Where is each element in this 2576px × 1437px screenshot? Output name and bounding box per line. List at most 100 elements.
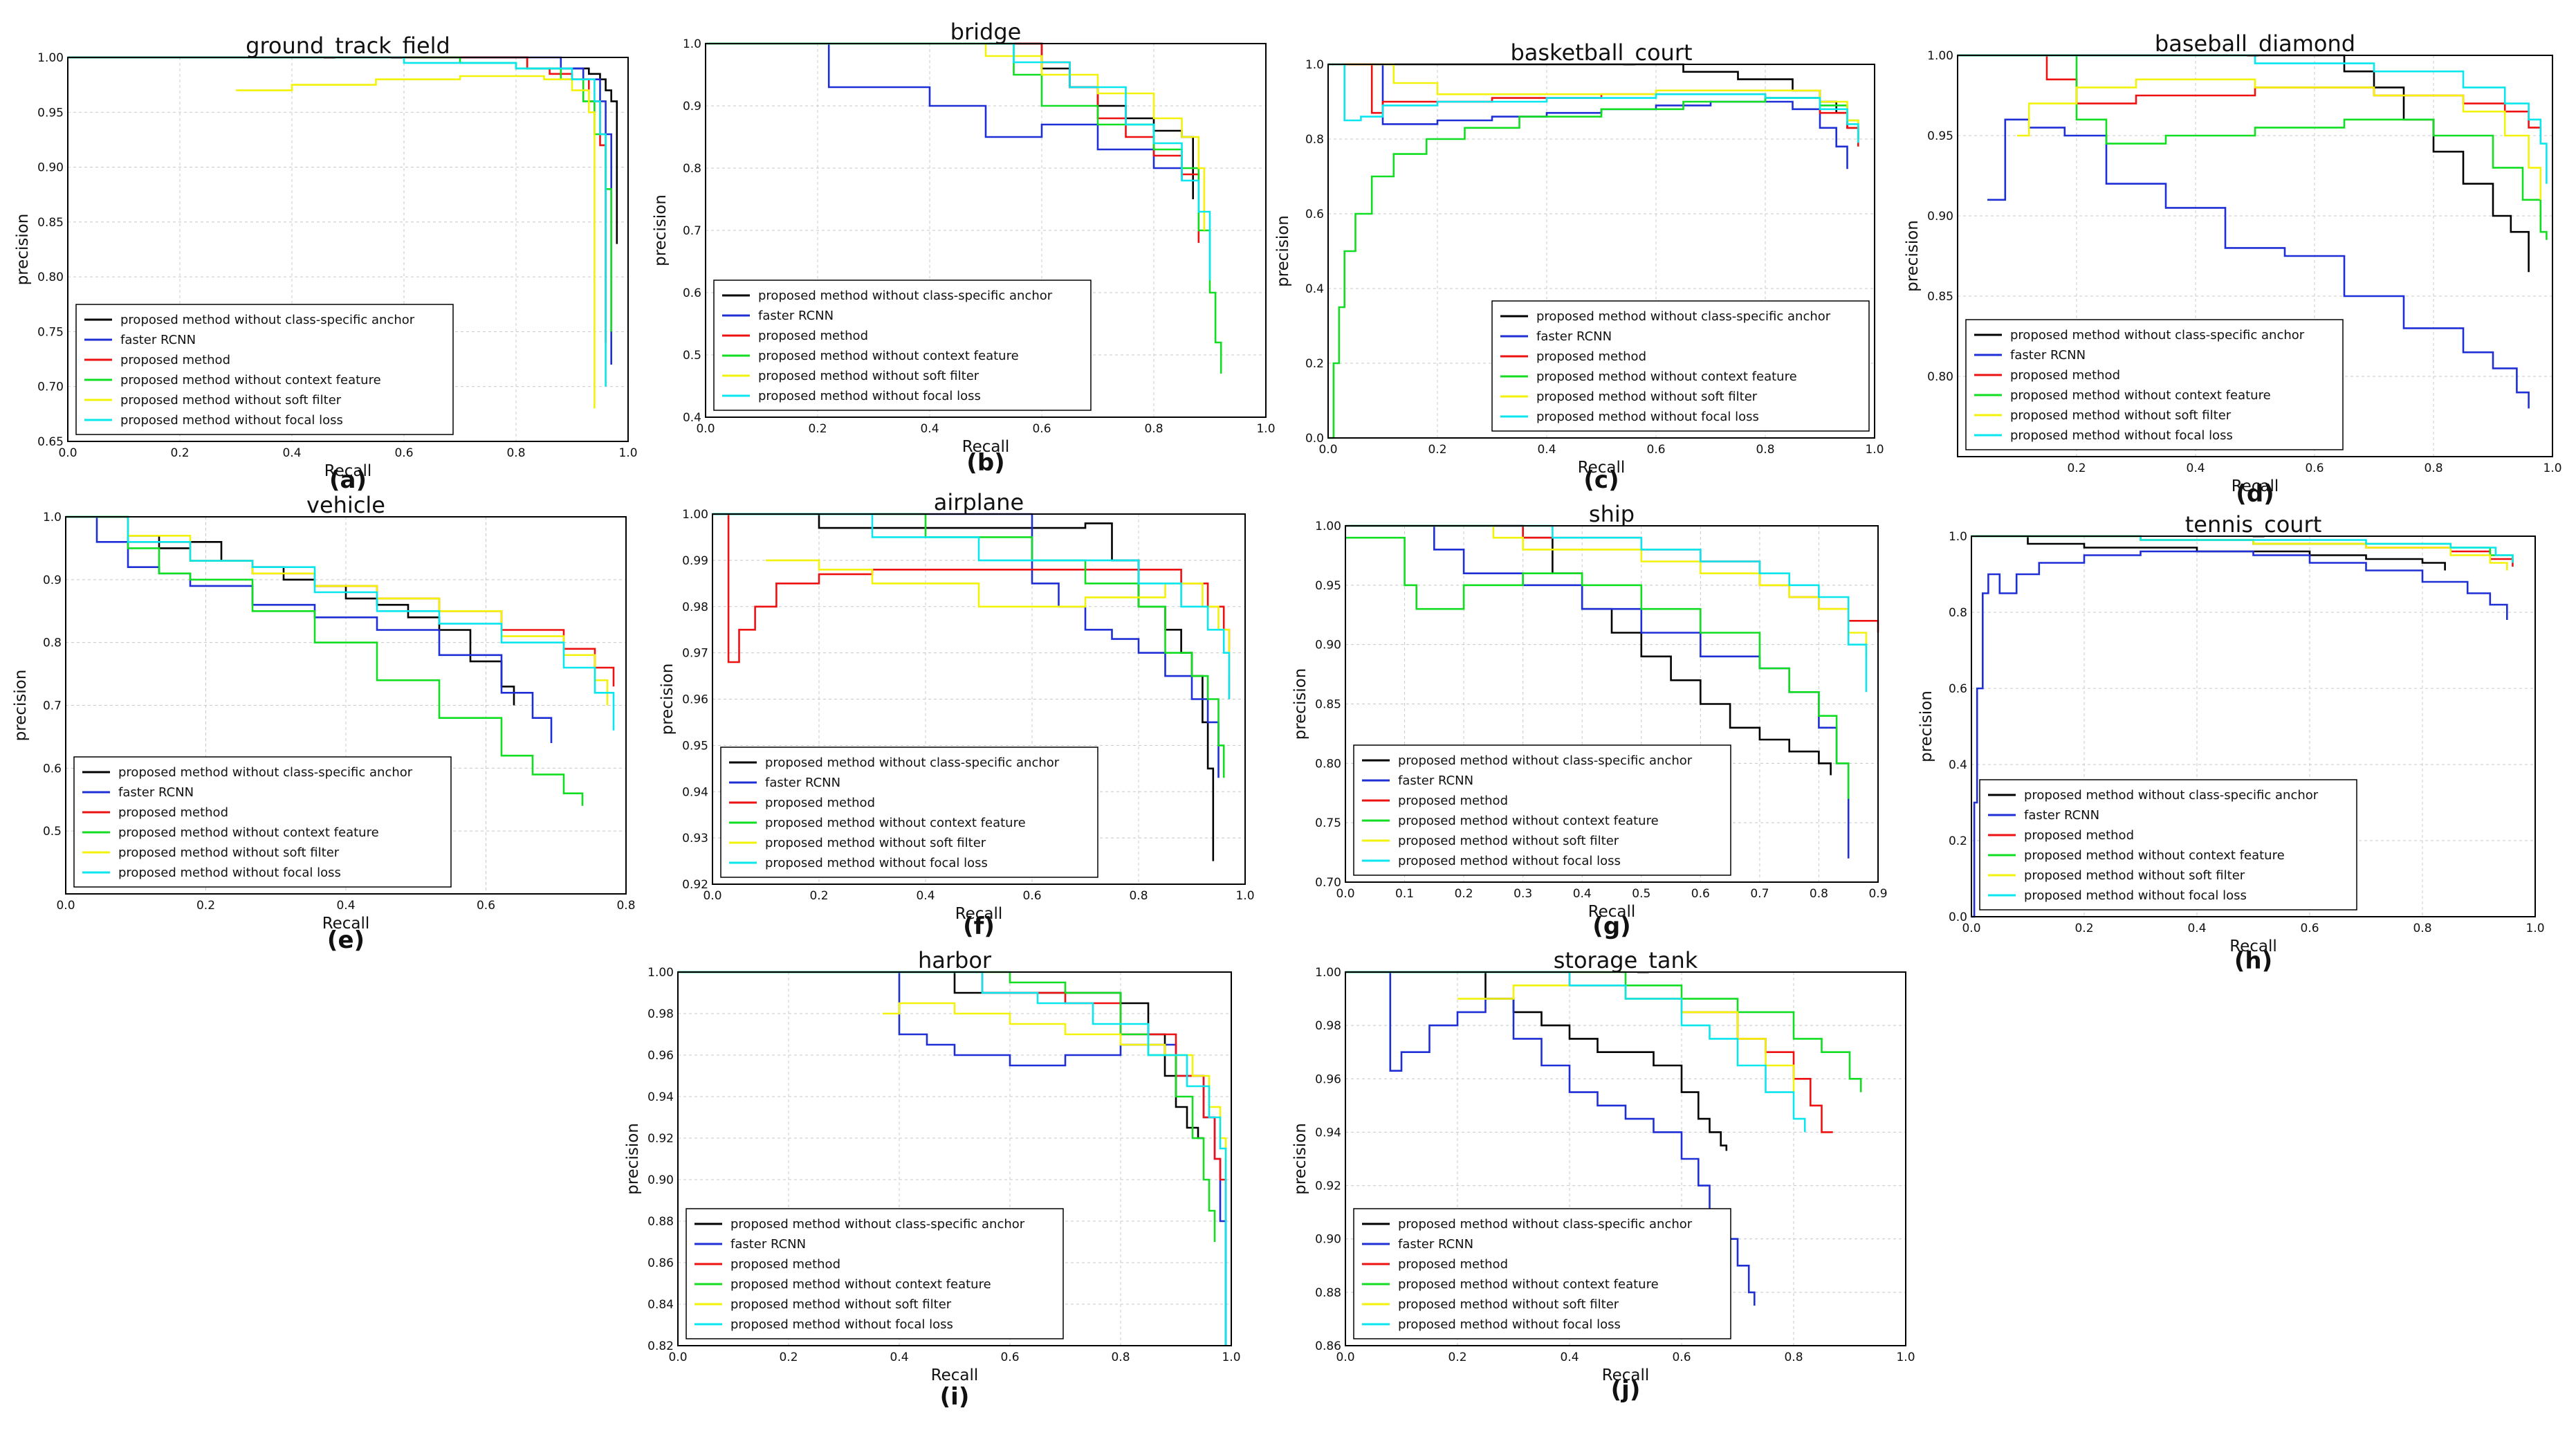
y-tick-label: 0.85 — [1315, 698, 1341, 712]
y-axis-label: precision — [12, 670, 30, 742]
y-tick-label: 0.95 — [37, 106, 64, 120]
x-tick-label: 0.0 — [1336, 1351, 1354, 1364]
x-axis-label: Recall — [1588, 903, 1636, 921]
x-tick-label: 0.8 — [1111, 1351, 1130, 1364]
legend-label: proposed method without context feature — [118, 825, 379, 840]
y-tick-label: 0.86 — [1315, 1339, 1341, 1353]
legend-label: proposed method without class-specific a… — [120, 313, 415, 327]
legend-box — [1965, 319, 2344, 450]
legend-label: proposed method without soft filter — [118, 845, 340, 860]
y-tick-label: 0.5 — [43, 825, 62, 839]
legend-label: faster RCNN — [1398, 774, 1473, 788]
series-line-4 — [66, 515, 584, 806]
legend-label: proposed method without context feature — [2010, 388, 2271, 403]
legend-label: proposed method without soft filter — [1398, 1297, 1619, 1312]
legend: proposed method without class-specific a… — [1353, 744, 1731, 876]
legend-label: proposed method without focal loss — [1398, 854, 1621, 868]
x-tick-label: 0.6 — [477, 899, 495, 913]
y-tick-label: 0.94 — [682, 785, 708, 799]
series-line-4 — [68, 56, 612, 332]
x-axis-label: Recall — [2229, 937, 2277, 955]
legend-label: faster RCNN — [2024, 808, 2099, 823]
chart-panel-d: 0.2 0.4 0.6 0.8 1.0 0.80 0.85 0.90 0.95 1.00 baseb… — [1904, 30, 2562, 508]
x-tick-label: 0.4 — [1573, 887, 1592, 901]
x-tick-label: 0.0 — [703, 889, 721, 903]
y-tick-label: 1.0 — [1949, 530, 1967, 544]
y-tick-label: 0.8 — [683, 162, 701, 176]
y-tick-label: 0.9 — [683, 100, 701, 113]
x-axis-label: Recall — [1578, 459, 1626, 477]
x-tick-label: 0.6 — [1022, 889, 1041, 903]
y-tick-label: 0.90 — [1927, 210, 1953, 223]
legend-label: proposed method without soft filter — [1536, 390, 1758, 404]
series-group — [1345, 524, 1879, 859]
x-tick-label: 1.0 — [1256, 422, 1275, 436]
legend-label: proposed method without focal loss — [118, 866, 341, 880]
plot-frame — [712, 513, 1246, 885]
series-line-5 — [883, 1002, 1227, 1180]
x-axis-label: Recall — [324, 462, 372, 480]
x-tick-label: 0.9 — [1868, 887, 1887, 901]
y-tick-label: 0.97 — [682, 647, 708, 661]
series-line-2 — [1987, 118, 2530, 409]
legend-label: proposed method without class-specific a… — [1398, 753, 1693, 768]
series-line-3 — [706, 42, 1200, 243]
series-line-5 — [66, 515, 609, 706]
plot-frame — [1971, 536, 2536, 917]
legend-label: proposed method without soft filter — [1398, 834, 1619, 848]
y-tick-label: 0.4 — [1949, 758, 1967, 772]
series-line-4 — [1345, 971, 1862, 1092]
x-tick-label: 0.4 — [1560, 1351, 1579, 1364]
x-tick-label: 0.6 — [1646, 443, 1665, 457]
x-tick-label: 0.8 — [506, 446, 525, 460]
series-line-3 — [1958, 54, 2542, 144]
x-tick-label: 0.0 — [1962, 922, 1980, 935]
legend: proposed method without class-specific a… — [1965, 319, 2344, 450]
chart-title: ship — [1589, 501, 1635, 527]
legend-label: proposed method without focal loss — [765, 856, 988, 870]
legend-box — [1353, 744, 1731, 876]
y-tick-label: 0.70 — [1315, 876, 1341, 890]
chart-panel-c: 0.0 0.2 0.4 0.6 0.8 1.0 0.0 0.2 0.4 0.6 0.8 1.0 bask… — [1274, 39, 1884, 494]
chart-title: tennis_court — [2185, 511, 2322, 538]
y-tick-label: 0.90 — [1315, 1233, 1341, 1247]
y-tick-label: 1.00 — [682, 508, 708, 522]
legend-label: proposed method without class-specific a… — [1398, 1217, 1693, 1232]
x-tick-label: 0.1 — [1395, 887, 1414, 901]
series-line-6 — [1971, 535, 2514, 563]
legend-label: faster RCNN — [765, 776, 840, 790]
y-tick-label: 0.8 — [43, 637, 62, 650]
y-tick-label: 0.90 — [37, 161, 64, 175]
y-tick-label: 0.96 — [647, 1049, 674, 1063]
x-tick-label: 0.6 — [1000, 1351, 1019, 1364]
legend-label: proposed method — [2010, 368, 2120, 383]
x-tick-label: 0.2 — [2074, 922, 2093, 935]
y-tick-label: 1.00 — [1315, 520, 1341, 533]
legend: proposed method without class-specific a… — [75, 304, 454, 435]
series-line-5 — [236, 75, 596, 409]
legend-label: proposed method — [1398, 794, 1508, 808]
y-tick-label: 0.8 — [1949, 606, 1967, 620]
y-tick-label: 0.99 — [682, 554, 708, 568]
chart-panel-j: 0.0 0.2 0.4 0.6 0.8 1.0 0.86 0.88 0.90 0.92 0.94 0.… — [1291, 947, 1915, 1404]
series-group — [1971, 535, 2514, 918]
legend-box — [73, 756, 452, 888]
legend-label: proposed method without soft filter — [765, 836, 986, 850]
y-tick-label: 0.98 — [647, 1007, 674, 1021]
y-axis-label: precision — [652, 194, 670, 266]
y-axis: 0.82 0.84 0.86 0.88 0.90 0.92 0.94 0.96 0.98 1.00 — [647, 966, 1231, 1353]
chart-panel-f: 0.0 0.2 0.4 0.6 0.8 1.0 0.92 0.93 0.94 0.95 0.96 0.… — [659, 489, 1255, 940]
y-tick-label: 0.2 — [1949, 834, 1967, 848]
y-tick-label: 0.85 — [1927, 290, 1953, 304]
y-tick-label: 0.9 — [43, 574, 62, 587]
x-tick-label: 0.8 — [1810, 887, 1828, 901]
legend-label: proposed method without soft filter — [2024, 868, 2245, 883]
y-tick-label: 0.90 — [647, 1173, 674, 1187]
series-line-1 — [1971, 535, 2446, 571]
legend-label: proposed method without soft filter — [120, 393, 342, 408]
x-tick-label: 0.0 — [696, 422, 715, 436]
series-line-4 — [678, 971, 1216, 1242]
y-axis-label: precision — [14, 214, 32, 286]
plot-frame — [1345, 971, 1906, 1346]
